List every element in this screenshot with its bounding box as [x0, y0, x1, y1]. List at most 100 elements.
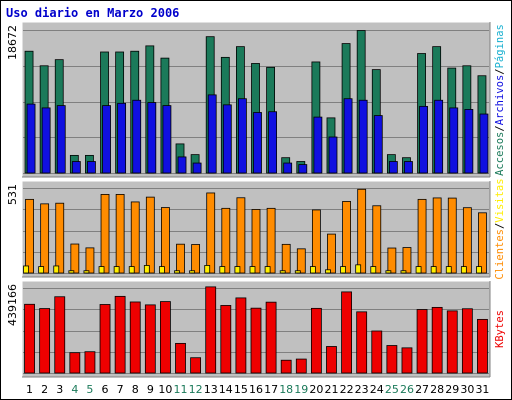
kbytes-bar: [371, 330, 383, 374]
legend-separator: /: [494, 223, 506, 229]
kbytes-bar: [235, 297, 247, 374]
day-label: 31: [475, 383, 489, 396]
clientes-bar: [85, 247, 95, 274]
archivos-bar: [192, 162, 202, 174]
day-label: 16: [249, 383, 263, 396]
kbytes-bar: [280, 359, 292, 374]
day-label: 29: [445, 383, 459, 396]
clientes-bar: [357, 188, 367, 274]
visitas-bar: [445, 266, 452, 274]
visitas-bar: [219, 266, 226, 274]
visitas-bar: [430, 266, 437, 274]
day-label: 9: [147, 383, 154, 396]
archivos-bar: [388, 161, 398, 174]
day-label: 1: [26, 383, 33, 396]
legend: Accesos/Archivos/Páginas: [494, 24, 506, 176]
legend-item: Visitas: [494, 178, 506, 222]
archivos-bar: [373, 115, 383, 174]
visitas-bar: [476, 266, 482, 274]
visitas-bar: [309, 266, 316, 274]
archivos-bar: [449, 107, 459, 174]
legend: KBytes: [494, 310, 506, 348]
clientes-bar: [266, 207, 276, 274]
visitas-bar: [189, 270, 196, 274]
archivos-bar: [479, 113, 489, 174]
visitas-bar: [23, 265, 29, 274]
kbytes-bar: [129, 301, 141, 374]
archivos-bar: [253, 112, 262, 174]
visitas-bar: [159, 266, 165, 274]
archivos-bar: [207, 94, 217, 174]
clientes-bar: [130, 201, 140, 274]
y-max-label: 439166: [6, 284, 19, 326]
kbytes-bar: [431, 306, 443, 374]
clientes-bar: [387, 247, 397, 274]
clientes-bar: [327, 233, 336, 274]
legend-item: KBytes: [494, 310, 506, 348]
visitas-bar: [279, 270, 286, 274]
clientes-bar: [251, 209, 261, 274]
clientes-bar: [221, 207, 231, 274]
day-label: 23: [355, 383, 369, 396]
visitas-bar: [385, 270, 392, 274]
archivos-bar: [147, 102, 157, 174]
visitas-bar: [143, 265, 150, 274]
kbytes-bar: [114, 295, 126, 374]
day-label: 15: [234, 383, 248, 396]
visitas-bar: [264, 266, 271, 274]
kbytes-bar: [446, 310, 458, 374]
chart-title: Uso diario en Marzo 2006: [6, 6, 180, 20]
visitas-bar: [370, 266, 377, 274]
kbytes-bar: [84, 351, 96, 374]
day-label: 21: [324, 383, 338, 396]
visitas-bar: [98, 266, 105, 274]
archivos-bar: [162, 105, 172, 174]
visitas-bar: [83, 270, 90, 274]
day-label: 5: [86, 383, 93, 396]
day-label: 6: [102, 383, 109, 396]
archivos-bar: [71, 161, 81, 174]
kbytes-bar: [69, 352, 81, 374]
legend: Clientes/Visitas: [494, 178, 506, 279]
clientes-bar: [40, 203, 50, 274]
clientes-bar: [342, 201, 351, 274]
day-label: 8: [132, 383, 139, 396]
archivos-bar: [298, 164, 308, 174]
archivos-bar: [419, 105, 428, 174]
archivos-bar: [404, 161, 413, 174]
day-label: 17: [264, 383, 278, 396]
visitas-bar: [249, 266, 256, 274]
y-max-label: 18672: [6, 25, 19, 60]
kbytes-bar: [326, 346, 337, 374]
clientes-bar: [161, 207, 170, 274]
archivos-bar: [117, 102, 127, 174]
visitas-bar: [325, 269, 331, 274]
archivos-bar: [283, 162, 293, 174]
archivos-bar: [102, 105, 111, 174]
day-label: 3: [56, 383, 63, 396]
clientes-bar: [462, 207, 472, 274]
kbytes-bar: [99, 304, 111, 374]
kbytes-bar: [265, 301, 277, 374]
archivos-bar: [222, 104, 232, 174]
visitas-bar: [128, 266, 135, 274]
kbytes-bar: [386, 345, 398, 374]
kbytes-bar: [461, 308, 473, 374]
day-label: 2: [41, 383, 48, 396]
archivos-bar: [56, 105, 66, 174]
kbytes-bar: [401, 347, 413, 374]
day-label: 24: [370, 383, 384, 396]
visitas-bar: [460, 266, 467, 274]
archivos-bar: [26, 103, 36, 174]
clientes-bar: [281, 243, 291, 274]
clientes-bar: [236, 197, 246, 274]
kbytes-bar: [205, 286, 217, 374]
legend-item: Clientes: [494, 229, 506, 280]
clientes-bar: [447, 197, 457, 274]
clientes-bar: [417, 198, 427, 274]
visitas-bar: [340, 266, 346, 274]
day-label: 28: [430, 383, 444, 396]
visitas-bar: [355, 264, 362, 274]
day-label: 14: [219, 383, 233, 396]
